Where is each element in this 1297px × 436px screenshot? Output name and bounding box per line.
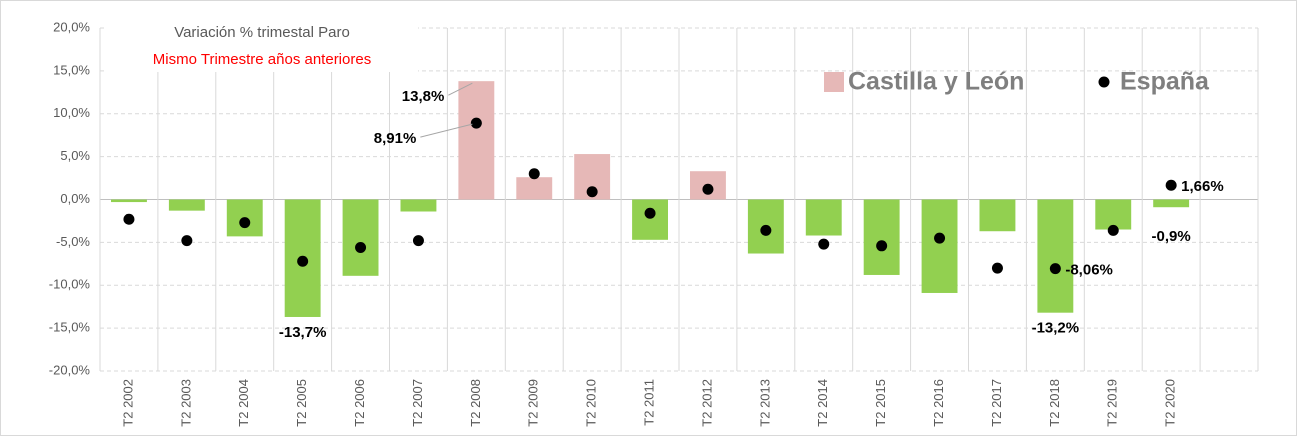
x-tick-label: T2 2013 <box>757 379 772 427</box>
bar <box>1153 199 1190 208</box>
dot <box>470 117 482 129</box>
y-tick-label: -20,0% <box>49 362 91 377</box>
x-tick-label: T2 2015 <box>873 379 888 427</box>
data-label: -13,7% <box>279 324 327 341</box>
data-label: 1,66% <box>1181 178 1224 195</box>
x-tick-label: T2 2011 <box>641 379 656 426</box>
legend: Castilla y León España <box>824 68 1210 96</box>
title-box <box>106 18 418 72</box>
bar <box>921 199 958 293</box>
dot <box>1165 179 1177 191</box>
x-tick-label: T2 2009 <box>526 379 541 427</box>
bar <box>458 81 495 200</box>
dot <box>586 186 598 198</box>
data-label: -0,9% <box>1152 228 1191 245</box>
x-tick-label: T2 2012 <box>699 379 714 427</box>
legend-label: Castilla y León <box>848 68 1024 96</box>
x-tick-label: T2 2006 <box>352 379 367 427</box>
data-label: -13,2% <box>1032 320 1080 337</box>
y-tick-label: 10,0% <box>53 105 90 120</box>
x-tick-label: T2 2002 <box>120 379 135 427</box>
bar <box>1095 199 1132 230</box>
x-tick-label: T2 2019 <box>1105 379 1120 427</box>
dot <box>297 255 309 267</box>
x-tick-label: T2 2005 <box>294 379 309 427</box>
dot <box>239 217 251 229</box>
bar <box>168 199 205 211</box>
marks <box>111 81 1190 317</box>
chart-subtitle: Mismo Trimestre años anteriores <box>153 51 371 68</box>
bar <box>342 199 379 276</box>
dot <box>1107 224 1119 236</box>
x-tick-label: T2 2017 <box>989 379 1004 427</box>
y-tick-label: 0,0% <box>60 191 90 206</box>
dot <box>818 238 830 250</box>
y-tick-label: 5,0% <box>60 148 90 163</box>
bar <box>1037 199 1074 313</box>
dot <box>181 235 193 247</box>
y-tick-label: 20,0% <box>53 19 90 34</box>
dot <box>644 207 656 219</box>
leader-line <box>420 123 473 138</box>
leader-line <box>448 82 473 96</box>
x-tick-label: T2 2016 <box>931 379 946 427</box>
dot <box>1049 263 1061 275</box>
x-tick-label: T2 2014 <box>815 379 830 427</box>
dot <box>123 213 135 225</box>
grid <box>99 27 1259 372</box>
dot <box>702 183 714 195</box>
dot <box>355 242 367 254</box>
x-tick-label: T2 2008 <box>468 379 483 427</box>
dot <box>760 224 772 236</box>
y-tick-label: 15,0% <box>53 62 90 77</box>
bar <box>805 199 842 236</box>
bar <box>516 177 553 200</box>
legend-swatch <box>824 72 844 92</box>
bar <box>979 199 1016 232</box>
chart-title: Variación % trimestal Paro <box>174 24 350 41</box>
dot <box>991 262 1003 274</box>
legend-label: España <box>1120 68 1210 96</box>
dot <box>528 168 540 180</box>
legend-swatch <box>1098 76 1110 88</box>
bar <box>111 199 147 203</box>
dot <box>934 232 946 244</box>
data-label: 13,8% <box>402 88 445 105</box>
y-tick-label: -10,0% <box>49 277 91 292</box>
bar <box>863 199 900 275</box>
x-tick-label: T2 2007 <box>410 379 425 427</box>
y-tick-label: -15,0% <box>49 320 91 335</box>
x-tick-label: T2 2003 <box>178 379 193 427</box>
bar <box>400 199 437 212</box>
x-tick-label: T2 2018 <box>1047 379 1062 427</box>
dot <box>412 235 424 247</box>
y-tick-label: -5,0% <box>56 234 90 249</box>
x-tick-label: T2 2010 <box>584 379 599 427</box>
bar <box>632 199 668 240</box>
dot <box>876 240 888 252</box>
x-tick-label: T2 2020 <box>1163 379 1178 427</box>
x-tick-label: T2 2004 <box>236 379 251 427</box>
data-label: -8,06% <box>1065 262 1113 279</box>
data-label: 8,91% <box>374 130 417 147</box>
